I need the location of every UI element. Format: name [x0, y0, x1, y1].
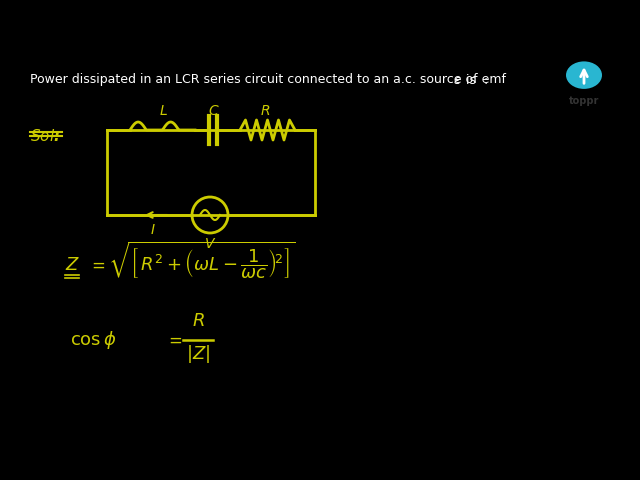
Text: is  :: is :	[462, 73, 488, 86]
Text: $\varepsilon$: $\varepsilon$	[453, 73, 461, 86]
Text: Power dissipated in an LCR series circuit connected to an a.c. source of emf: Power dissipated in an LCR series circui…	[30, 73, 510, 86]
Text: $\cos\phi$: $\cos\phi$	[70, 329, 116, 351]
Text: R: R	[260, 104, 270, 118]
Circle shape	[566, 61, 602, 89]
Text: C: C	[208, 104, 218, 118]
Text: $Z$: $Z$	[65, 256, 80, 274]
Text: V: V	[205, 237, 215, 251]
Text: L: L	[159, 104, 167, 118]
Text: $Sol$:: $Sol$:	[30, 128, 60, 144]
Text: $\sqrt{\left[\,R^{2}+\left(\omega L-\dfrac{1}{\omega c}\right)^{\!2}\right]}$: $\sqrt{\left[\,R^{2}+\left(\omega L-\dfr…	[108, 240, 295, 281]
Text: toppr: toppr	[569, 96, 599, 106]
Text: I: I	[151, 223, 155, 237]
Text: $=$: $=$	[88, 256, 106, 274]
Text: $=$: $=$	[165, 331, 182, 349]
Text: $|Z|$: $|Z|$	[186, 343, 210, 365]
Text: $R$: $R$	[191, 312, 204, 330]
